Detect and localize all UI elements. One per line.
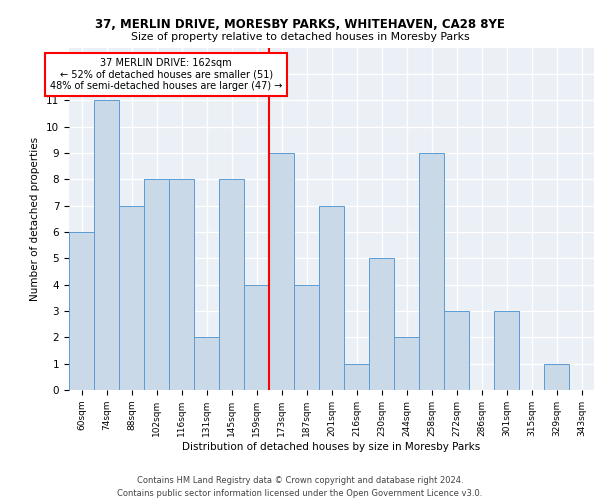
Text: Contains HM Land Registry data © Crown copyright and database right 2024.
Contai: Contains HM Land Registry data © Crown c… (118, 476, 482, 498)
Bar (419, 153, 444, 390)
Bar (269, 153, 294, 390)
Bar (369, 258, 394, 390)
Bar (94, 100, 119, 390)
Text: Size of property relative to detached houses in Moresby Parks: Size of property relative to detached ho… (131, 32, 469, 42)
Bar (544, 364, 569, 390)
Bar (119, 206, 144, 390)
Bar (319, 206, 344, 390)
X-axis label: Distribution of detached houses by size in Moresby Parks: Distribution of detached houses by size … (182, 442, 481, 452)
Bar (244, 284, 269, 390)
Bar (69, 232, 94, 390)
Text: 37 MERLIN DRIVE: 162sqm
← 52% of detached houses are smaller (51)
48% of semi-de: 37 MERLIN DRIVE: 162sqm ← 52% of detache… (50, 58, 283, 91)
Y-axis label: Number of detached properties: Number of detached properties (31, 136, 40, 301)
Bar (294, 284, 319, 390)
Bar (219, 179, 244, 390)
Bar (394, 338, 419, 390)
Bar (169, 179, 194, 390)
Bar (144, 179, 169, 390)
Bar (444, 311, 469, 390)
Bar (194, 338, 219, 390)
Text: 37, MERLIN DRIVE, MORESBY PARKS, WHITEHAVEN, CA28 8YE: 37, MERLIN DRIVE, MORESBY PARKS, WHITEHA… (95, 18, 505, 30)
Bar (494, 311, 519, 390)
Bar (344, 364, 369, 390)
